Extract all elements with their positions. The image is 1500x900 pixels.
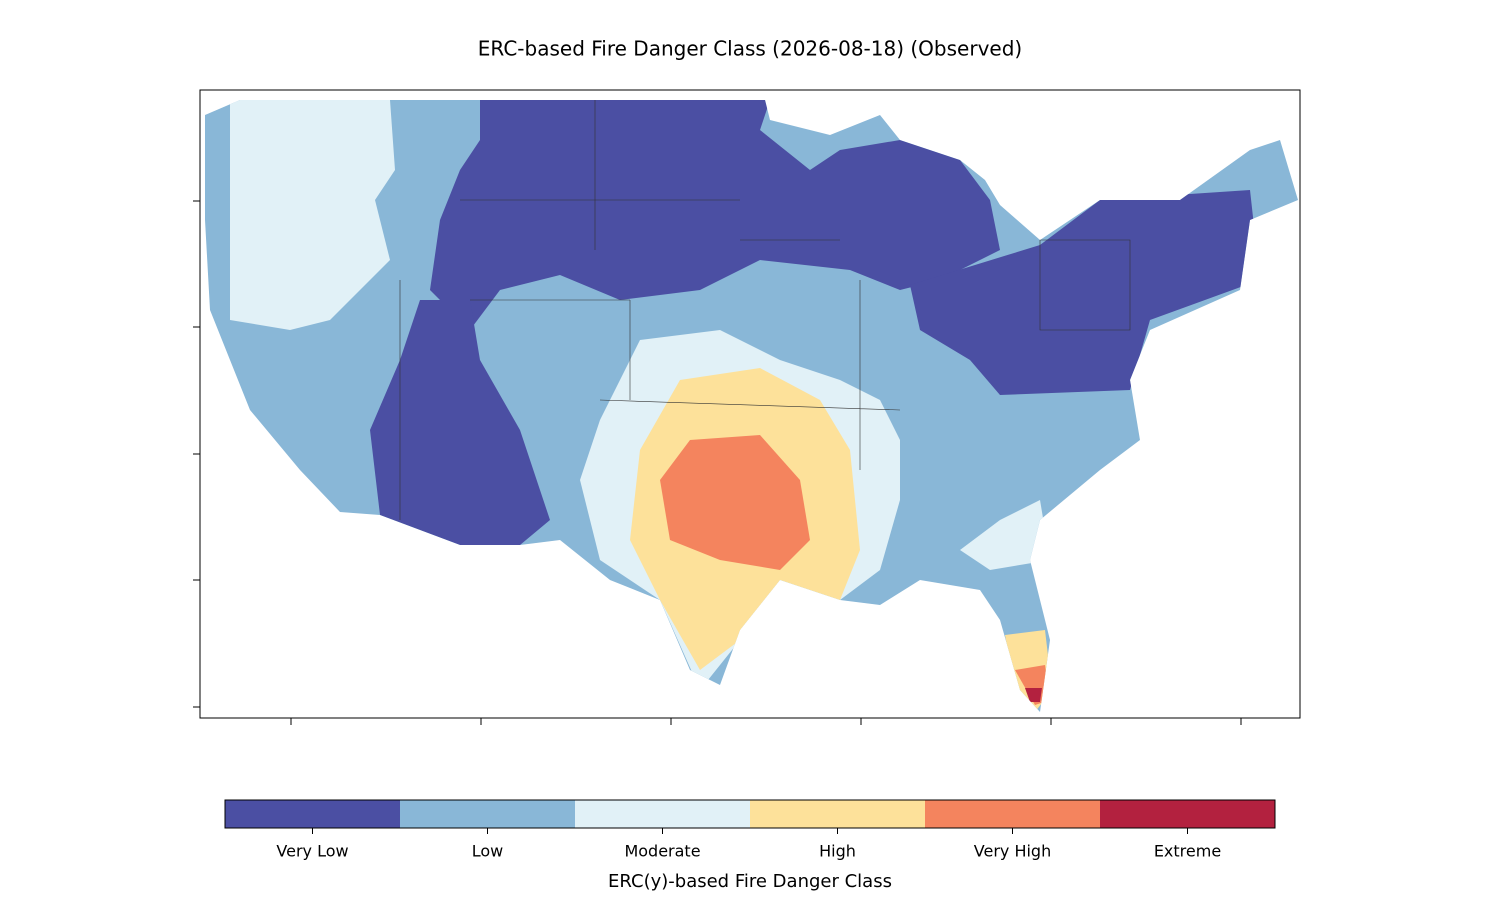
region [1015,665,1050,705]
map [205,100,1298,712]
region [230,100,395,330]
colorbar-segment [575,800,750,828]
state-lines [399,100,1131,520]
region [910,190,1260,395]
colorbar-segment [1100,800,1275,828]
region [430,100,1000,330]
colorbar-segment [925,800,1100,828]
region [960,500,1050,570]
colorbar-segment [750,800,925,828]
region [660,435,810,570]
colorbar: Very Low Low Moderate High Very High Extreme [224,799,1276,861]
colorbar-tick-label: Extreme [1154,842,1221,861]
colorbar-label: ERC(y)-based Fire Danger Class [608,871,892,892]
colorbar-frame [224,799,1276,829]
colorbar-tick-label: Very High [974,842,1051,861]
region [1025,688,1042,702]
map-frame [199,89,1301,719]
colorbar-segment [400,800,575,828]
colorbar-tick-label: Moderate [624,842,700,861]
axis-ticks [193,200,1242,725]
colorbar-tick-label: High [819,842,856,861]
colorbar-tick-label: Very Low [276,842,348,861]
colorbar-tick-label: Low [472,842,504,861]
colorbar-segment [225,800,400,828]
region [370,300,550,545]
title: ERC-based Fire Danger Class (2026-08-18)… [478,37,1022,61]
